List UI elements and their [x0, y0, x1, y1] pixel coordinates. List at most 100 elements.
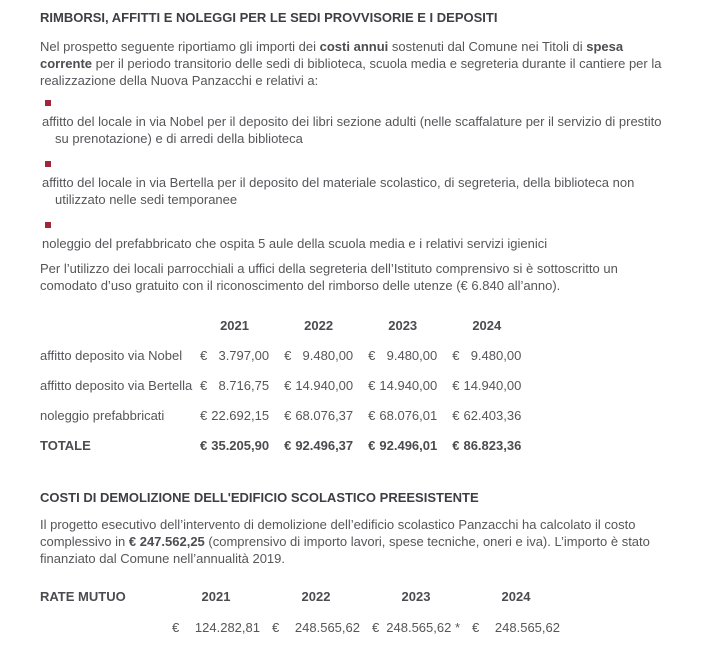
row-label: noleggio prefabbricati: [40, 407, 165, 423]
list-item: noleggio del prefabbricato che ospita 5 …: [40, 222, 662, 252]
euro-sign: €: [368, 407, 376, 423]
row-label: affitto deposito via Nobel: [40, 347, 183, 363]
bullet-text: noleggio del prefabbricato che ospita 5 …: [42, 236, 548, 251]
mutuo-empty-cell: [40, 612, 172, 643]
euro-sign: €: [284, 347, 292, 363]
year-header: 2021: [201, 589, 231, 604]
amount-cell: €3.797,00: [200, 340, 269, 370]
amount-value: 3.797,00: [218, 347, 270, 363]
euro-sign: €: [200, 347, 208, 363]
amount-cell: €14.940,00: [269, 370, 353, 400]
euro-sign: €: [284, 437, 292, 453]
amount-value: 248.565,62: [494, 620, 560, 635]
list-item: affitto del locale in via Bertella per i…: [40, 161, 662, 208]
intro-paragraph: Nel prospetto seguente riportiamo gli im…: [40, 38, 662, 89]
amount-value: 68.076,37: [295, 407, 354, 423]
euro-sign: €: [200, 437, 208, 453]
comodato-paragraph: Per l’utilizzo dei locali parrocchiali a…: [40, 261, 618, 293]
euro-sign: €: [172, 620, 180, 635]
euro-sign: €: [272, 620, 280, 635]
amount-value: 9.480,00: [386, 347, 438, 363]
amount-cell: €14.940,00: [437, 370, 521, 400]
euro-sign: €: [284, 377, 292, 393]
euro-sign: €: [452, 407, 460, 423]
mutuo-values-row: €124.282,81 €248.565,62 €248.565,62 * €2…: [40, 612, 560, 643]
euro-sign: €: [452, 377, 460, 393]
bullet-list: affitto del locale in via Nobel per il d…: [40, 100, 662, 252]
bullet-text: affitto del locale in via Nobel per il d…: [42, 114, 662, 146]
amount-value: 68.076,01: [379, 407, 438, 423]
amount-cell: €86.823,36: [437, 430, 521, 460]
bullet-text: affitto del locale in via Bertella per i…: [42, 175, 635, 207]
amount-cell: €14.940,00: [353, 370, 437, 400]
amount-cell: €248.565,62 *: [360, 612, 460, 643]
euro-sign: €: [368, 347, 376, 363]
intro-text: Nel prospetto seguente riportiamo gli im…: [40, 39, 320, 54]
amount-cell: €8.716,75: [200, 370, 269, 400]
intro-text: per il periodo transitorio delle sedi di…: [40, 56, 662, 88]
intro-bold-spesa-corrente: spesa corrente: [40, 39, 624, 71]
mutuo-label: RATE MUTUO: [40, 589, 126, 604]
euro-sign: €: [372, 620, 380, 635]
year-header: 2023: [388, 317, 418, 333]
demolition-bold-amount: € 247.562,25: [128, 534, 205, 549]
table-row: affitto deposito via Bertella €8.716,75 …: [40, 370, 521, 400]
year-header: 2024: [472, 317, 502, 333]
amount-value: 14.940,00: [295, 377, 354, 393]
amount-value: 9.480,00: [470, 347, 522, 363]
amount-value: 14.940,00: [379, 377, 438, 393]
costs-table: 2021 2022 2023 2024 affitto deposito via…: [40, 310, 521, 460]
mutuo-header-row: RATE MUTUO 2021 2022 2023 2024: [40, 581, 560, 612]
euro-sign: €: [284, 407, 292, 423]
amount-cell: €9.480,00: [353, 340, 437, 370]
amount-cell: €248.565,62: [260, 612, 360, 643]
amount-cell: €92.496,01: [353, 430, 437, 460]
amount-value: 86.823,36: [463, 437, 522, 453]
costs-header-row: 2021 2022 2023 2024: [40, 310, 521, 340]
year-header: 2022: [301, 589, 331, 604]
table-row: affitto deposito via Nobel €3.797,00 €9.…: [40, 340, 521, 370]
year-header: 2021: [220, 317, 249, 333]
amount-value: 14.940,00: [463, 377, 522, 393]
section2-title: COSTI DI DEMOLIZIONE DELL'EDIFICIO SCOLA…: [40, 490, 479, 505]
row-label: affitto deposito via Bertella: [40, 377, 193, 393]
bullet-square-icon: [45, 100, 51, 106]
total-label: TOTALE: [40, 437, 91, 453]
year-header: 2023: [401, 589, 431, 604]
amount-value: 248.565,62: [294, 620, 360, 635]
amount-value: 92.496,37: [295, 437, 354, 453]
amount-value: 124.282,81: [194, 620, 260, 635]
euro-sign: €: [200, 407, 208, 423]
year-header: 2022: [304, 317, 334, 333]
bullet-square-icon: [45, 222, 51, 228]
table-row: noleggio prefabbricati €22.692,15 €68.07…: [40, 400, 521, 430]
amount-cell: €248.565,62: [460, 612, 560, 643]
amount-cell: €68.076,01: [353, 400, 437, 430]
euro-sign: €: [368, 437, 376, 453]
amount-cell: €9.480,00: [269, 340, 353, 370]
list-item: affitto del locale in via Nobel per il d…: [40, 100, 662, 147]
amount-cell: €124.282,81: [172, 612, 260, 643]
amount-value: 92.496,01: [379, 437, 438, 453]
euro-sign: €: [452, 437, 460, 453]
amount-value: 248.565,62 *: [386, 620, 460, 635]
amount-cell: €68.076,37: [269, 400, 353, 430]
amount-value: 8.716,75: [218, 377, 270, 393]
table-row-total: TOTALE €35.205,90 €92.496,37 €92.496,01 …: [40, 430, 521, 460]
euro-sign: €: [452, 347, 460, 363]
amount-cell: €35.205,90: [200, 430, 269, 460]
costs-header-empty: [40, 310, 200, 340]
amount-value: 35.205,90: [211, 437, 270, 453]
amount-value: 62.403,36: [463, 407, 522, 423]
euro-sign: €: [200, 377, 208, 393]
demolition-text: Il progetto esecutivo dell’intervento di…: [40, 517, 636, 549]
amount-value: 22.692,15: [211, 407, 270, 423]
intro-text: sostenuti dal Comune nei Titoli di: [388, 39, 587, 54]
section1-title: RIMBORSI, AFFITTI E NOLEGGI PER LE SEDI …: [40, 10, 498, 25]
year-header: 2024: [501, 589, 531, 604]
amount-cell: €22.692,15: [200, 400, 269, 430]
intro-bold-costi-annui: costi annui: [319, 39, 389, 54]
amount-cell: €9.480,00: [437, 340, 521, 370]
mutuo-table: RATE MUTUO 2021 2022 2023 2024 €124.282,…: [40, 581, 560, 643]
